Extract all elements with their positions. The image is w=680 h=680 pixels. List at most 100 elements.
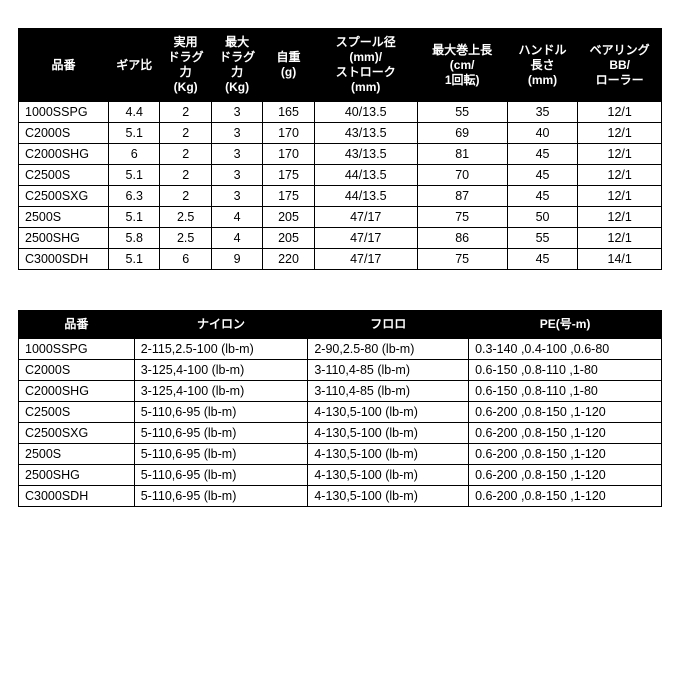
table1-cell: 170 [263,144,314,165]
spec-table-2: 品番ナイロンフロロPE(号-m) 1000SSPG2-115,2.5-100 (… [18,310,662,507]
table2-cell: 3-125,4-100 (lb-m) [134,381,308,402]
table1-cell: 43/13.5 [314,123,417,144]
table2-cell: C2000SHG [19,381,135,402]
table1-cell: 2.5 [160,207,211,228]
table1-cell: 165 [263,102,314,123]
table1-cell: 2 [160,186,211,207]
table1-cell: 69 [417,123,507,144]
table2-cell: 0.6-150 ,0.8-110 ,1-80 [469,381,662,402]
table1-cell: 3 [211,123,262,144]
table1-cell: 3 [211,165,262,186]
table-row: C2500SXG6.32317544/13.5874512/1 [19,186,662,207]
table1-cell: 70 [417,165,507,186]
table2-cell: 0.6-150 ,0.8-110 ,1-80 [469,360,662,381]
table-row: 2500SHG5-110,6-95 (lb-m)4-130,5-100 (lb-… [19,465,662,486]
table1-cell: C2000SHG [19,144,109,165]
table1-cell: 50 [507,207,578,228]
table1-header-3: 最大ドラグ力(Kg) [211,29,262,102]
table1-cell: 5.1 [109,207,160,228]
table2-cell: 0.6-200 ,0.8-150 ,1-120 [469,444,662,465]
table1-cell: 55 [507,228,578,249]
table-row: C2000S5.12317043/13.5694012/1 [19,123,662,144]
table2-cell: 3-125,4-100 (lb-m) [134,360,308,381]
table-row: C3000SDH5.16922047/17754514/1 [19,249,662,270]
table1-header-1: ギア比 [109,29,160,102]
table-row: C2500SXG5-110,6-95 (lb-m)4-130,5-100 (lb… [19,423,662,444]
table2-cell: 3-110,4-85 (lb-m) [308,360,469,381]
table1-cell: C2000S [19,123,109,144]
table2-cell: 5-110,6-95 (lb-m) [134,486,308,507]
table1-cell: 40/13.5 [314,102,417,123]
table2-cell: 2-115,2.5-100 (lb-m) [134,339,308,360]
table1-cell: 5.1 [109,165,160,186]
table1-cell: 2 [160,165,211,186]
table1-cell: 12/1 [578,186,662,207]
table1-header-0: 品番 [19,29,109,102]
table2-cell: 0.3-140 ,0.4-100 ,0.6-80 [469,339,662,360]
table-row: C2500S5-110,6-95 (lb-m)4-130,5-100 (lb-m… [19,402,662,423]
table1-cell: 86 [417,228,507,249]
table1-cell: 175 [263,186,314,207]
table1-cell: 43/13.5 [314,144,417,165]
table1-cell: 14/1 [578,249,662,270]
table1-cell: 6 [109,144,160,165]
table-row: 1000SSPG4.42316540/13.5553512/1 [19,102,662,123]
table1-cell: 2500S [19,207,109,228]
table2-cell: 2-90,2.5-80 (lb-m) [308,339,469,360]
table1-cell: 2500SHG [19,228,109,249]
table1-cell: 12/1 [578,165,662,186]
table1-cell: 45 [507,165,578,186]
table1-cell: 205 [263,207,314,228]
table2-cell: 4-130,5-100 (lb-m) [308,423,469,444]
table1-cell: 4.4 [109,102,160,123]
table1-cell: 75 [417,249,507,270]
table1-cell: 47/17 [314,228,417,249]
table2-cell: 5-110,6-95 (lb-m) [134,402,308,423]
table-row: C2000SHG62317043/13.5814512/1 [19,144,662,165]
table-row: C2000SHG3-125,4-100 (lb-m)3-110,4-85 (lb… [19,381,662,402]
table1-cell: 3 [211,144,262,165]
table1-cell: 12/1 [578,123,662,144]
table2-cell: 0.6-200 ,0.8-150 ,1-120 [469,423,662,444]
spec-table-1: 品番ギア比実用ドラグ力(Kg)最大ドラグ力(Kg)自重(g)スプール径(mm)/… [18,28,662,270]
table1-cell: 12/1 [578,228,662,249]
table1-cell: 12/1 [578,207,662,228]
table1-cell: 87 [417,186,507,207]
table2-header-0: 品番 [19,311,135,339]
table1-cell: 5.8 [109,228,160,249]
table1-cell: 44/13.5 [314,186,417,207]
table1-cell: 5.1 [109,249,160,270]
table2-cell: 5-110,6-95 (lb-m) [134,423,308,444]
table1-cell: C2500S [19,165,109,186]
table1-cell: 2 [160,102,211,123]
table2-cell: C2500SXG [19,423,135,444]
table1-cell: 12/1 [578,144,662,165]
table2-header-2: フロロ [308,311,469,339]
table1-cell: 40 [507,123,578,144]
table-row: 2500S5.12.5420547/17755012/1 [19,207,662,228]
table1-cell: 175 [263,165,314,186]
table1-header-2: 実用ドラグ力(Kg) [160,29,211,102]
table1-cell: 35 [507,102,578,123]
table1-cell: 12/1 [578,102,662,123]
table1-cell: 3 [211,102,262,123]
table1-cell: 44/13.5 [314,165,417,186]
table1-cell: 75 [417,207,507,228]
table2-cell: C2000S [19,360,135,381]
table2-cell: 0.6-200 ,0.8-150 ,1-120 [469,402,662,423]
table1-header-4: 自重(g) [263,29,314,102]
table2-cell: 5-110,6-95 (lb-m) [134,444,308,465]
table-row: 2500SHG5.82.5420547/17865512/1 [19,228,662,249]
table2-cell: 5-110,6-95 (lb-m) [134,465,308,486]
table1-cell: 45 [507,186,578,207]
table1-header-5: スプール径(mm)/ストローク(mm) [314,29,417,102]
table1-cell: C2500SXG [19,186,109,207]
table1-cell: 6.3 [109,186,160,207]
table1-cell: 5.1 [109,123,160,144]
table1-cell: 47/17 [314,249,417,270]
table2-cell: C3000SDH [19,486,135,507]
table1-cell: 47/17 [314,207,417,228]
table1-cell: 4 [211,228,262,249]
table2-cell: 4-130,5-100 (lb-m) [308,486,469,507]
table2-cell: 3-110,4-85 (lb-m) [308,381,469,402]
